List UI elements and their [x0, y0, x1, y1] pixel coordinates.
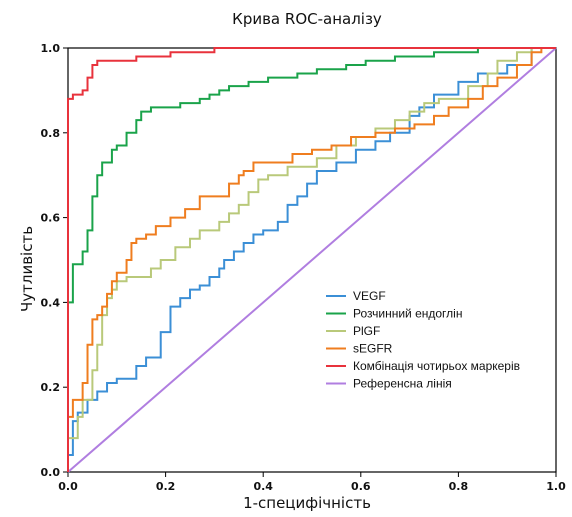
y-axis: 0.0 0.2 0.4 0.6 0.8 1.0 — [41, 42, 68, 479]
series-line-0 — [67, 47, 556, 472]
y-tick-label: 0.2 — [41, 381, 61, 394]
chart-title: Крива ROC-аналізу — [232, 10, 382, 28]
series-line-4 — [67, 47, 556, 472]
x-tick-label: 0.8 — [449, 480, 469, 493]
y-tick-label: 1.0 — [41, 42, 61, 55]
x-tick-label: 0.0 — [58, 480, 78, 493]
x-axis: 0.0 0.2 0.4 0.6 0.8 1.0 — [58, 472, 566, 493]
x-tick-label: 0.6 — [351, 480, 371, 493]
y-tick-label: 0.0 — [41, 466, 61, 479]
series-line-2 — [67, 47, 556, 472]
y-tick-label: 0.4 — [41, 296, 61, 309]
x-axis-title: 1-специфічність — [243, 494, 371, 512]
legend: VEGF Розчинний ендоглін PlGF sEGFR Комбінаці… — [326, 289, 520, 391]
y-axis-title: Чутливість — [18, 226, 36, 312]
legend-label-4: Комбінація чотирьох маркерів — [353, 359, 520, 373]
x-tick-label: 0.2 — [156, 480, 176, 493]
x-tick-label: 1.0 — [546, 480, 566, 493]
series-line-1 — [67, 47, 556, 472]
legend-label-2: PlGF — [353, 324, 380, 338]
legend-label-3: sEGFR — [353, 342, 393, 356]
series-layer — [67, 47, 557, 473]
legend-label-5: Референсна лінія — [353, 377, 452, 391]
legend-label-1: Розчинний ендоглін — [353, 307, 462, 321]
y-tick-label: 0.8 — [41, 127, 61, 140]
series-line-5 — [67, 47, 557, 473]
legend-label-0: VEGF — [353, 289, 386, 303]
series-line-3 — [67, 47, 556, 472]
y-tick-label: 0.6 — [41, 212, 61, 225]
x-tick-label: 0.4 — [253, 480, 273, 493]
